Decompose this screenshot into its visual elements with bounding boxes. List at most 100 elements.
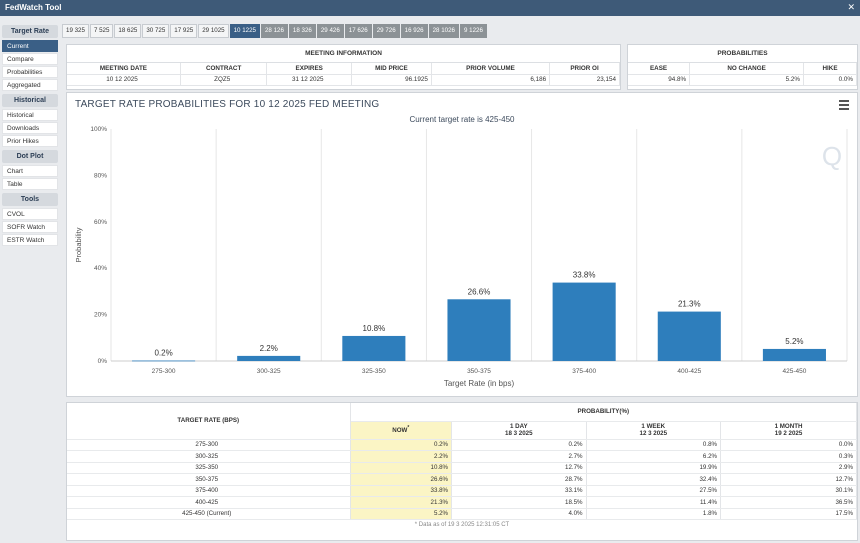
meeting-tab[interactable]: 18 326 — [288, 24, 316, 38]
sidebar-item-prior-hikes[interactable]: Prior Hikes — [2, 135, 58, 147]
meeting-info-table: MEETING DATE CONTRACT EXPIRES MID PRICE PRIO… — [67, 63, 620, 86]
x-tick-label: 375-400 — [572, 368, 596, 375]
meeting-tab[interactable]: 30 725 — [142, 24, 170, 38]
close-icon[interactable]: ✕ — [847, 2, 855, 12]
y-tick-label: 60% — [94, 219, 107, 226]
probability-table: TARGET RATE (BPS) PROBABILITY(%) NOW* 1 D… — [67, 403, 857, 520]
probability-period-header: 1 WEEK 12 3 2025 — [586, 421, 722, 440]
chart-subtitle: Current target rate is 425-450 — [409, 115, 515, 124]
probability-table-panel: TARGET RATE (BPS) PROBABILITY(%) NOW* 1 D… — [66, 402, 858, 541]
cell-month: 17.5% — [720, 508, 857, 520]
period-label: 1 DAY — [509, 423, 528, 430]
meeting-info-value: 31 12 2025 — [266, 74, 352, 86]
bar — [447, 299, 511, 361]
meeting-info-column-header: MEETING DATE — [67, 63, 181, 75]
data-label: 2.2% — [260, 344, 278, 353]
sidebar-item-cvol[interactable]: CVOL — [2, 208, 58, 220]
meeting-tab[interactable]: 18 625 — [114, 24, 142, 38]
cell-day: 12.7% — [451, 462, 587, 474]
meeting-info-column-header: PRIOR VOLUME — [431, 63, 551, 75]
cell-rate: 325-350 — [67, 462, 351, 474]
cell-day: 18.5% — [451, 496, 587, 509]
table-row: 325-350 10.8% 12.7% 19.9% 2.9% — [67, 462, 857, 474]
cell-rate: 350-375 — [67, 473, 351, 486]
data-label: 10.8% — [363, 324, 386, 333]
data-timestamp-note: * Data as of 19 3 2025 12:31:05 CT — [414, 522, 510, 528]
meeting-info-heading: MEETING INFORMATION — [67, 45, 620, 63]
sidebar-item-current[interactable]: Current — [2, 40, 58, 52]
probabilities-table: EASE NO CHANGE HIKE 94.8% 5.2% 0.0% — [628, 63, 857, 86]
app-titlebar: FedWatch Tool ✕ — [0, 0, 860, 16]
cell-week: 1.8% — [586, 508, 722, 520]
sidebar-item-aggregated[interactable]: Aggregated — [2, 79, 58, 91]
meeting-tab[interactable]: 16 926 — [400, 24, 428, 38]
y-tick-label: 80% — [94, 172, 107, 179]
cell-month: 2.9% — [720, 462, 857, 474]
cell-week: 27.5% — [586, 485, 722, 497]
cell-month: 30.1% — [720, 485, 857, 497]
period-label: 1 WEEK — [641, 423, 666, 430]
cell-now: 33.8% — [350, 485, 453, 497]
meeting-tab[interactable]: 17 626 — [344, 24, 372, 38]
table-row: 400-425 21.3% 18.5% 11.4% 36.5% — [67, 496, 857, 509]
period-date: 19 2 2025 — [774, 430, 803, 437]
cell-week: 11.4% — [586, 496, 722, 509]
x-tick-label: 325-350 — [362, 368, 386, 375]
cell-rate: 400-425 — [67, 496, 351, 509]
cell-week: 6.2% — [586, 450, 722, 463]
y-tick-label: 100% — [90, 126, 107, 133]
meeting-tab[interactable]: 29 426 — [316, 24, 344, 38]
probability-column-header: HIKE — [803, 63, 857, 75]
data-label: 21.3% — [678, 300, 701, 309]
cell-rate: 425-450 (Current) — [67, 508, 351, 520]
probability-group-header: PROBABILITY(%) — [350, 403, 857, 422]
target-rate-header: TARGET RATE (BPS) — [67, 403, 351, 440]
sidebar-heading: Dot Plot — [2, 150, 58, 163]
probability-value: 94.8% — [628, 74, 691, 86]
meeting-tab[interactable]: 17 925 — [170, 24, 198, 38]
x-axis-label: Target Rate (in bps) — [444, 379, 515, 388]
x-tick-label: 350-375 — [467, 368, 491, 375]
meeting-info-value: 96.1925 — [351, 74, 432, 86]
probability-period-header: NOW* — [350, 421, 453, 440]
bar — [552, 282, 616, 361]
x-tick-label: 300-325 — [257, 368, 281, 375]
hamburger-menu-icon[interactable] — [839, 100, 849, 112]
sidebar-item-compare[interactable]: Compare — [2, 53, 58, 65]
probabilities-panel: PROBABILITIES EASE NO CHANGE HIKE 94.8% 5.2… — [627, 44, 858, 90]
cell-now: 10.8% — [350, 462, 453, 474]
probability-value: 0.0% — [803, 74, 857, 86]
sidebar-item-historical[interactable]: Historical — [2, 109, 58, 121]
cell-month: 36.5% — [720, 496, 857, 509]
meeting-tab[interactable]: 9 1226 — [459, 24, 487, 38]
cell-rate: 300-325 — [67, 450, 351, 463]
sidebar: Target Rate Current Compare Probabilities Ag… — [0, 22, 60, 247]
meeting-tab[interactable]: 10 1225 — [229, 24, 260, 38]
meeting-tab[interactable]: 28 126 — [260, 24, 288, 38]
chart-svg: 0% 20% 40% 60% 80% 100% 0.2% 275-300 2.2% 300-325… — [74, 126, 848, 388]
meeting-info-value: 6,186 — [431, 74, 551, 86]
data-label: 33.8% — [573, 271, 596, 280]
meeting-tab[interactable]: 19 325 — [62, 24, 89, 38]
y-tick-label: 0% — [98, 358, 108, 365]
cell-month: 0.0% — [720, 439, 857, 451]
sidebar-item-downloads[interactable]: Downloads — [2, 122, 58, 134]
sidebar-item-probabilities[interactable]: Probabilities — [2, 66, 58, 78]
probability-value: 5.2% — [689, 74, 805, 86]
sidebar-item-table[interactable]: Table — [2, 178, 58, 190]
cell-day: 2.7% — [451, 450, 587, 463]
meeting-tab[interactable]: 28 1026 — [428, 24, 459, 38]
sidebar-item-chart[interactable]: Chart — [2, 165, 58, 177]
meeting-info-value: ZQZ5 — [180, 74, 268, 86]
sidebar-item-sofr-watch[interactable]: SOFR Watch — [2, 221, 58, 233]
bar — [657, 311, 721, 361]
meeting-tab[interactable]: 29 1025 — [198, 24, 229, 38]
data-label: 26.6% — [468, 287, 491, 296]
table-row: 425-450 (Current) 5.2% 4.0% 1.8% 17.5% — [67, 508, 857, 520]
meeting-tab[interactable]: 29 726 — [372, 24, 400, 38]
sidebar-heading: Target Rate — [2, 25, 58, 38]
meeting-tab[interactable]: 7 525 — [89, 24, 114, 38]
sidebar-item-estr-watch[interactable]: ESTR Watch — [2, 234, 58, 246]
bar — [132, 360, 196, 362]
table-row: 350-375 26.6% 28.7% 32.4% 12.7% — [67, 473, 857, 486]
